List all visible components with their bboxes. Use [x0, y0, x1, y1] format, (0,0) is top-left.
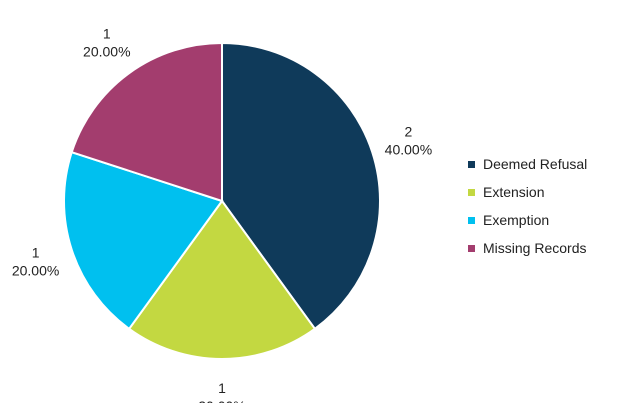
- slice-value-missing-records: 1: [103, 25, 111, 41]
- pie-slices: [63, 41, 381, 360]
- slice-percent-deemed-refusal: 40.00%: [385, 141, 432, 157]
- legend: Deemed Refusal Extension Exemption Missi…: [468, 150, 587, 262]
- legend-swatch-extension: [468, 188, 475, 196]
- slice-extension: [127, 199, 317, 360]
- slice-label-extension: 1 20.00%: [198, 380, 245, 403]
- legend-item-exemption: Exemption: [468, 206, 587, 234]
- legend-label-exemption: Exemption: [483, 212, 550, 228]
- slice-label-deemed-refusal: 2 40.00%: [385, 123, 432, 157]
- legend-swatch-exemption: [468, 216, 475, 224]
- legend-swatch-deemed-refusal: [468, 160, 475, 168]
- slice-deemed-refusal: [221, 41, 381, 331]
- slice-percent-extension: 20.00%: [198, 398, 245, 403]
- legend-label-extension: Extension: [483, 184, 545, 200]
- legend-item-deemed-refusal: Deemed Refusal: [468, 150, 587, 178]
- slice-percent-exemption: 20.00%: [12, 263, 59, 279]
- legend-label-deemed-refusal: Deemed Refusal: [483, 156, 588, 172]
- slice-value-deemed-refusal: 2: [405, 123, 413, 139]
- slice-labels: 2 40.00% 1 20.00% 1 20.00% 1 20.00%: [12, 25, 432, 403]
- legend-label-missing-records: Missing Records: [483, 240, 587, 256]
- slice-exemption: [63, 150, 224, 331]
- slice-value-exemption: 1: [32, 245, 40, 261]
- legend-item-missing-records: Missing Records: [468, 234, 587, 262]
- slice-label-exemption: 1 20.00%: [12, 245, 59, 279]
- slice-value-extension: 1: [218, 380, 226, 396]
- slice-label-missing-records: 1 20.00%: [83, 25, 130, 59]
- legend-swatch-missing-records: [468, 244, 475, 252]
- slice-percent-missing-records: 20.00%: [83, 43, 130, 59]
- slice-missing-records: [70, 41, 223, 203]
- legend-item-extension: Extension: [468, 178, 587, 206]
